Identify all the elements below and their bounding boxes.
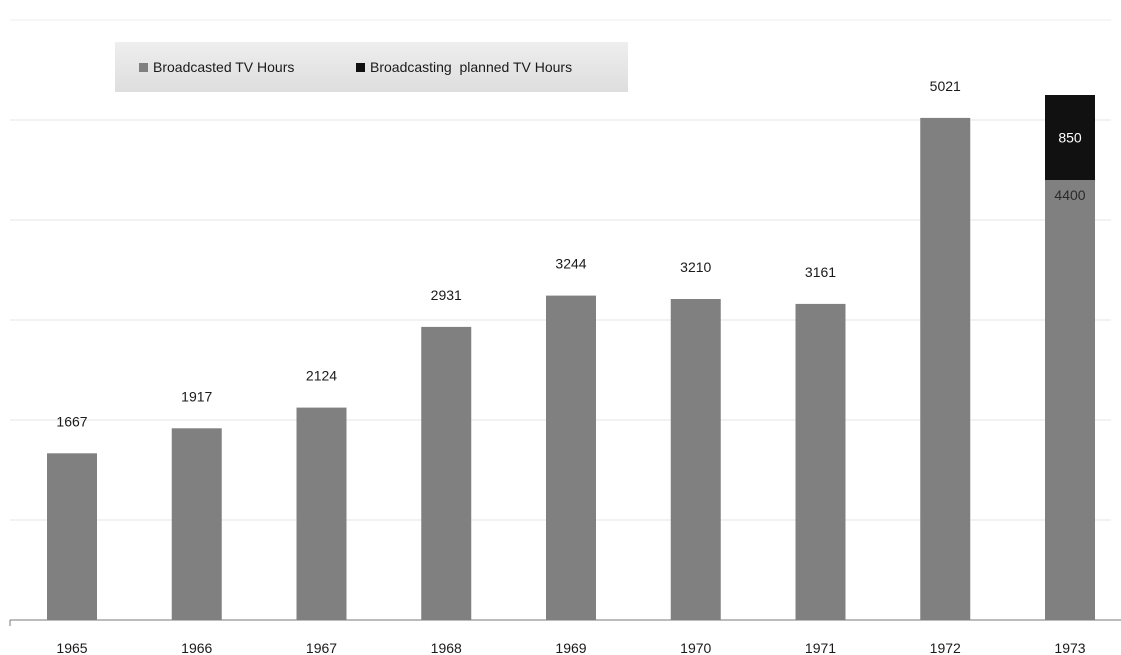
x-tick-label-1967: 1967 <box>306 640 337 655</box>
bar-broadcasted-1970 <box>670 299 721 620</box>
x-tick-label-1969: 1969 <box>555 640 586 655</box>
x-tick-label-1965: 1965 <box>56 640 87 655</box>
data-label-broadcasted-1967: 2124 <box>306 368 337 384</box>
data-label-broadcasted-1968: 2931 <box>431 287 462 303</box>
bar-broadcasted-1971 <box>795 303 846 620</box>
data-label-broadcasted-1966: 1917 <box>181 388 212 404</box>
legend-item-planned: Broadcasting planned TV Hours <box>356 59 572 75</box>
legend-label-planned: Broadcasting planned TV Hours <box>370 59 573 75</box>
bar-broadcasted-1972 <box>920 117 971 621</box>
bar-broadcasted-1966 <box>171 428 222 620</box>
data-label-broadcasted-1971: 3161 <box>805 264 836 280</box>
bar-broadcasted-1967 <box>296 407 347 620</box>
bar-planned-1973 <box>1045 95 1095 180</box>
legend-swatch-planned <box>356 62 365 72</box>
bar-broadcasted-1965 <box>47 453 97 620</box>
x-tick-label-1972: 1972 <box>930 640 961 655</box>
chart-legend: Broadcasted TV Hours Broadcasting planne… <box>115 42 628 92</box>
x-tick-label-1966: 1966 <box>181 640 212 655</box>
legend-swatch-broadcasted <box>139 62 148 72</box>
bar-broadcasted-1968 <box>421 326 472 620</box>
data-label-broadcasted-1973: 4400 <box>1054 187 1085 203</box>
x-tick-label-1970: 1970 <box>680 640 711 655</box>
x-tick-label-1973: 1973 <box>1054 640 1085 655</box>
legend-item-broadcasted: Broadcasted TV Hours <box>139 59 294 75</box>
data-label-planned-1973: 850 <box>1058 130 1082 146</box>
bar-broadcasted-1973 <box>1045 180 1095 620</box>
data-label-broadcasted-1972: 5021 <box>930 78 961 94</box>
bar-broadcasted-1969 <box>546 295 596 620</box>
data-label-broadcasted-1970: 3210 <box>680 259 711 275</box>
x-tick-label-1968: 1968 <box>431 640 462 655</box>
data-label-broadcasted-1969: 3244 <box>555 256 586 272</box>
x-tick-label-1971: 1971 <box>805 640 836 655</box>
legend-label-broadcasted: Broadcasted TV Hours <box>153 59 295 75</box>
data-label-broadcasted-1965: 1667 <box>56 413 87 429</box>
